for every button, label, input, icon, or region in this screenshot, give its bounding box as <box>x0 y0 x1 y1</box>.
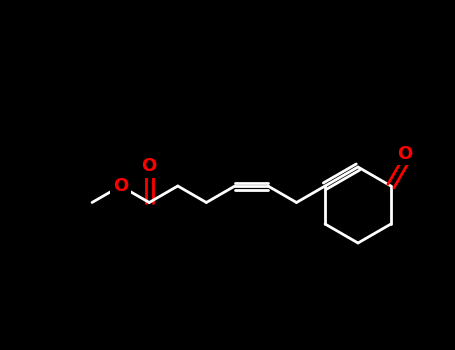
Text: O: O <box>142 158 157 175</box>
Text: O: O <box>397 145 413 163</box>
Text: O: O <box>113 177 128 195</box>
